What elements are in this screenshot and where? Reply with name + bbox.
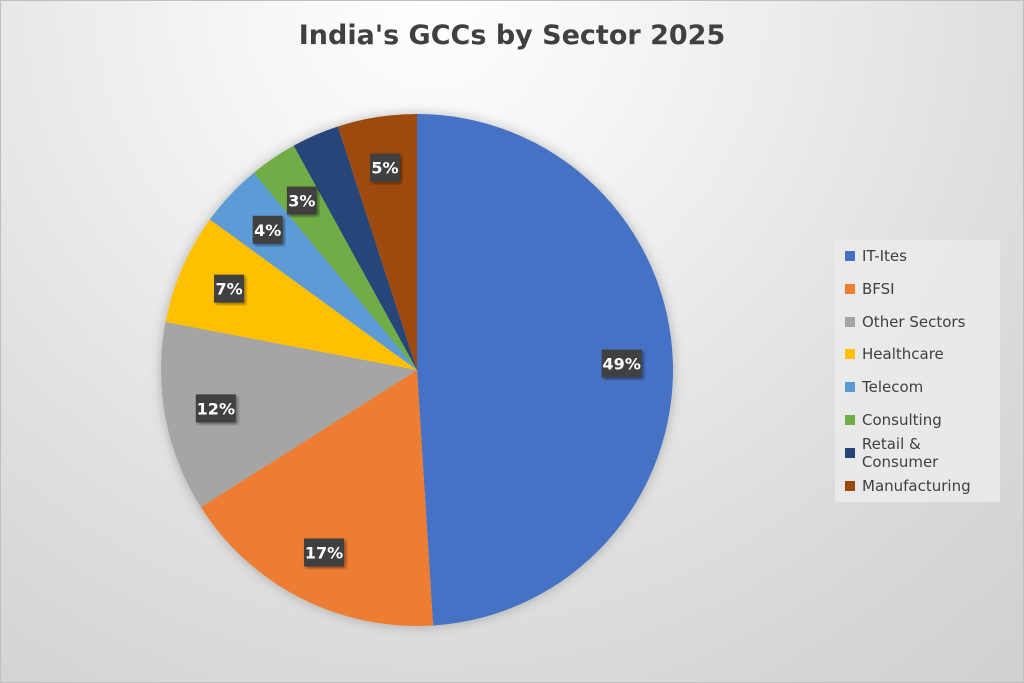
legend-swatch [845,480,855,491]
legend-label: Other Sectors [862,312,966,331]
pie-slice-bfsi [200,370,434,626]
data-label: 7% [214,274,245,303]
data-label-text: 17% [305,543,343,562]
chart-title: India's GCCs by Sector 2025 [298,20,726,51]
data-label-text: 49% [603,355,641,374]
legend-item: IT-Ites [845,246,907,266]
legend-item: Consulting [845,410,942,430]
legend-swatch [845,447,855,458]
legend-swatch [845,349,855,360]
legend-label: Telecom [862,378,924,397]
data-label-text: 4% [254,221,281,240]
data-label-box [304,538,345,567]
data-label: 17% [304,538,345,567]
data-label-box [369,153,400,182]
legend-item: Other Sectors [845,312,965,332]
data-label: 49% [601,349,642,378]
pie-slice-retail-consumer [293,126,417,370]
data-label-text: 12% [197,399,235,418]
legend-swatch [845,283,855,294]
legend-label: Retail & Consumer [861,434,939,471]
pie-slice-it-ites [417,114,673,626]
data-label: 12% [195,394,236,423]
legend: IT-Ites BFSI Other Sectors Healthcare Teleco… [835,240,1000,502]
data-label-box [252,215,283,244]
pie-slice-healthcare [165,219,417,370]
data-label-box [195,394,236,423]
legend-label: Manufacturing [862,476,971,495]
data-label-box [214,274,245,303]
data-label-box [286,186,317,215]
data-label-text: 7% [215,280,242,299]
legend-item: BFSI [845,279,895,299]
legend-label: BFSI [862,279,895,298]
legend-swatch [845,415,855,425]
data-label-text: 5% [371,159,398,178]
legend-item: Healthcare [845,344,944,364]
data-label: 3% [286,186,317,215]
legend-label: Healthcare [862,345,944,364]
legend-swatch [845,251,855,261]
data-label: 4% [252,215,283,244]
pie-slice-other-sectors [161,322,417,508]
legend-swatch [845,316,855,327]
data-label-text: 3% [288,192,315,211]
legend-label: IT-Ites [862,247,907,265]
legend-swatch [845,382,855,393]
legend-item: Telecom [845,377,923,397]
data-label: 5% [369,153,400,182]
legend-label: Consulting [862,411,942,429]
legend-item: Retail & Consumer [845,435,1000,471]
data-label-box [601,349,642,378]
legend-item: Manufacturing [845,476,971,496]
